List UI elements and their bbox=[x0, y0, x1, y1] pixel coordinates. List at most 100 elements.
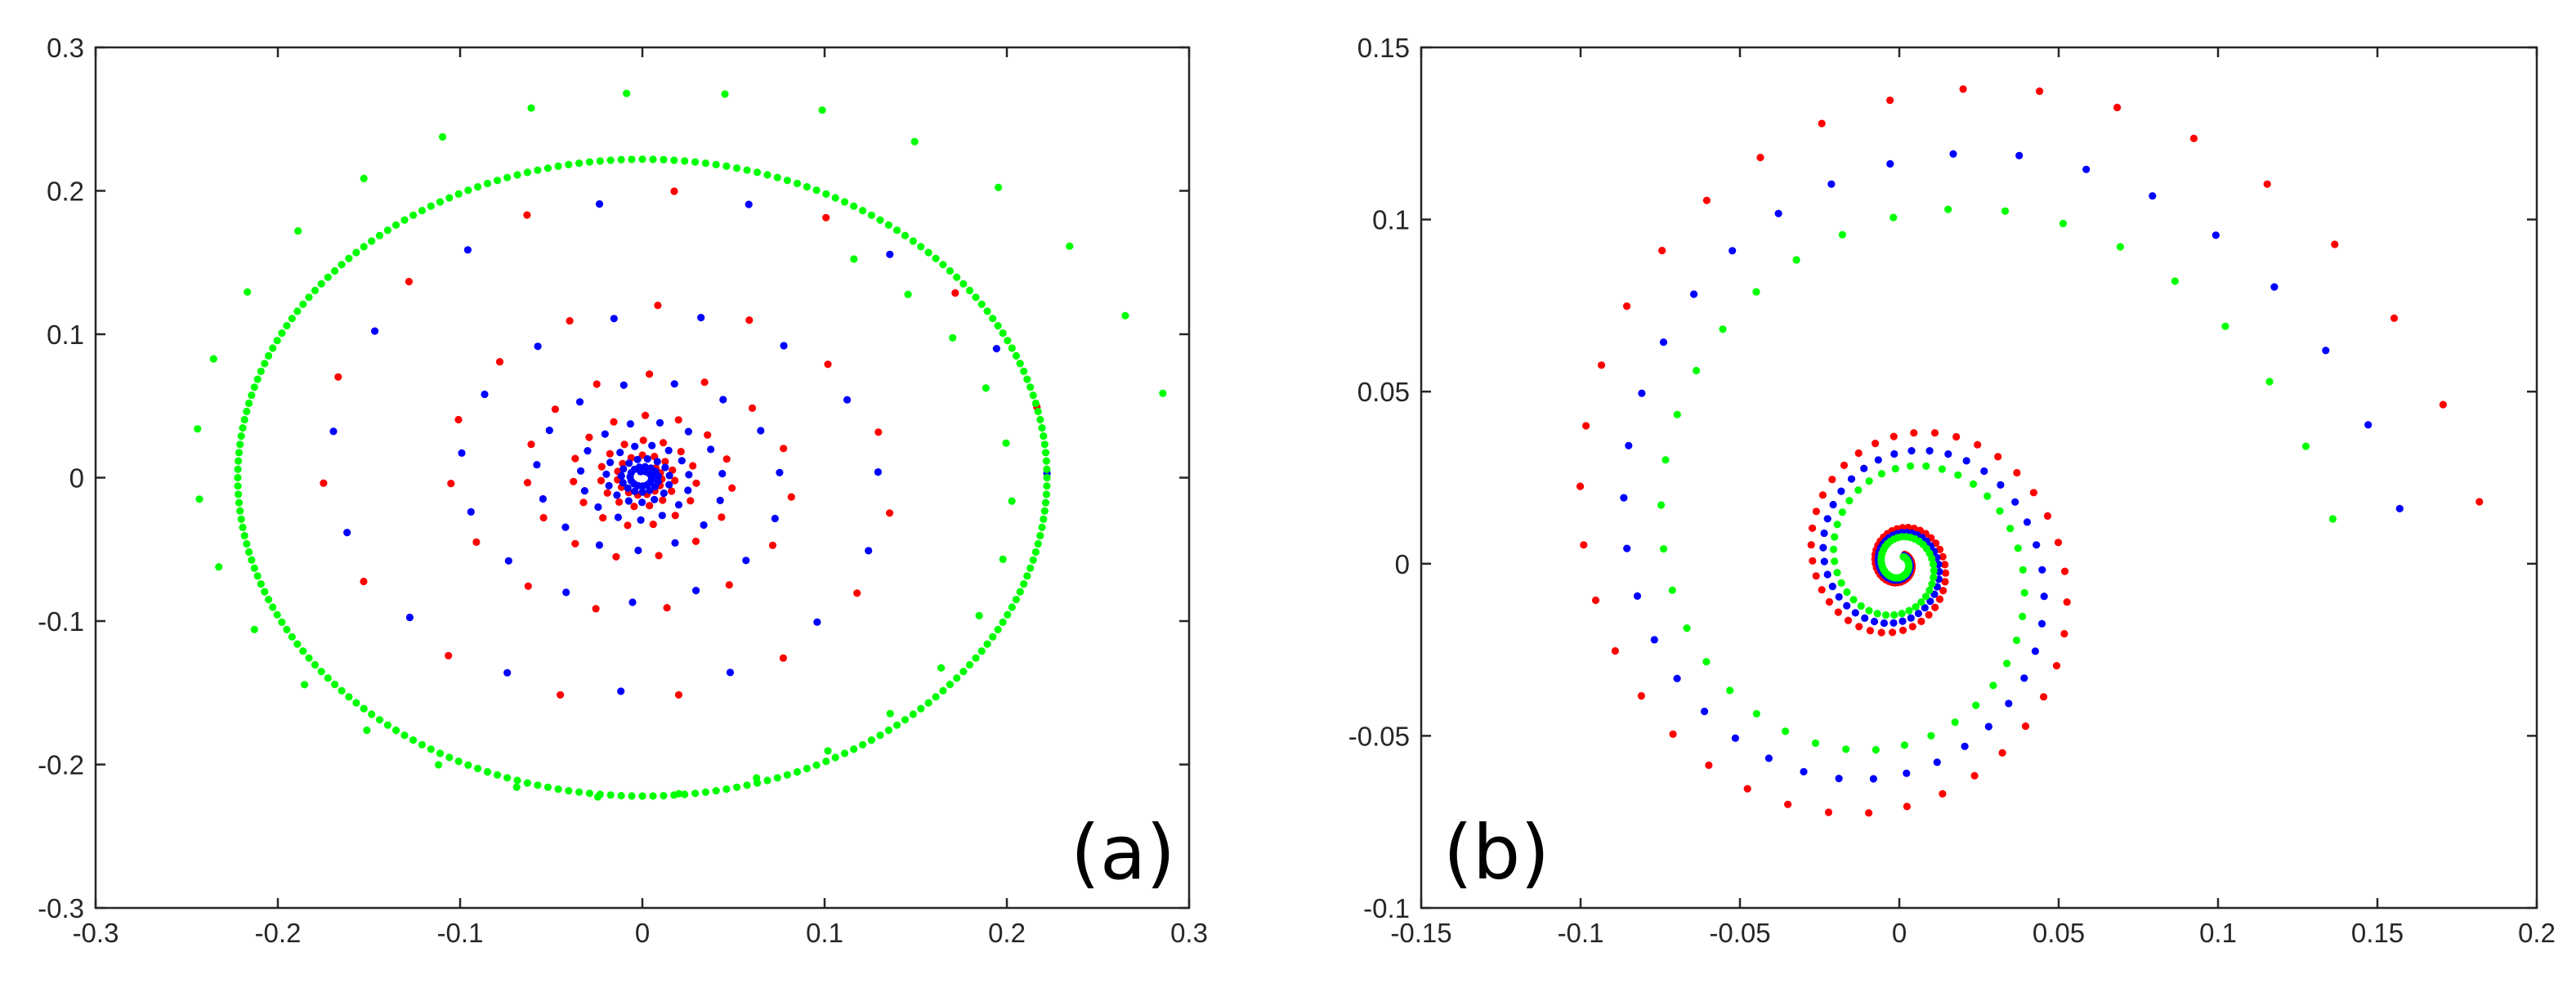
point-b-green-32 bbox=[1989, 682, 1997, 690]
y-tick-label-b-1: -0.05 bbox=[1348, 721, 1410, 751]
point-a-red-4 bbox=[523, 211, 531, 219]
point-b-red-40 bbox=[2029, 489, 2037, 497]
y-tick-label-a-0: -0.3 bbox=[38, 893, 84, 923]
point-b-green-30 bbox=[1951, 718, 1959, 727]
point-b-red-48 bbox=[1872, 440, 1880, 448]
point-b-red-32 bbox=[2021, 722, 2030, 731]
point-a-green-outer-34 bbox=[904, 290, 912, 298]
point-b-blue-35 bbox=[2037, 619, 2046, 628]
point-b-red-10 bbox=[1818, 119, 1826, 127]
x-tick-label-a-0: -0.3 bbox=[73, 918, 119, 948]
point-a-red-9 bbox=[445, 651, 453, 659]
point-a-green-orbit-33 bbox=[901, 231, 910, 239]
point-a-green-orbit-124 bbox=[236, 507, 244, 515]
point-b-blue-24 bbox=[1764, 754, 1773, 762]
point-b-blue-2 bbox=[2322, 347, 2330, 355]
point-a-green-orbit-172 bbox=[554, 785, 562, 794]
point-a-green-outer-33 bbox=[949, 333, 957, 342]
point-a-blue-41 bbox=[634, 546, 642, 555]
point-a-blue-77 bbox=[653, 458, 661, 466]
point-b-blue-66 bbox=[1898, 617, 1907, 625]
point-a-green-orbit-203 bbox=[867, 736, 875, 744]
point-a-green-outer-10 bbox=[360, 174, 368, 182]
point-a-green-orbit-225 bbox=[1012, 596, 1020, 604]
point-a-green-outer-35 bbox=[850, 255, 858, 263]
point-a-red-26 bbox=[663, 604, 671, 612]
point-a-red-71 bbox=[646, 502, 654, 510]
point-b-blue-34 bbox=[2031, 647, 2039, 655]
point-b-green-119 bbox=[1899, 552, 1907, 561]
point-b-green-51 bbox=[1845, 497, 1854, 505]
point-a-blue-89 bbox=[654, 477, 662, 485]
point-a-blue-75 bbox=[665, 472, 673, 480]
point-b-blue-65 bbox=[1890, 619, 1898, 627]
point-a-blue-6 bbox=[371, 327, 379, 335]
point-b-blue-39 bbox=[2023, 518, 2032, 526]
point-a-green-orbit-17 bbox=[1004, 337, 1012, 345]
point-b-red-38 bbox=[2054, 539, 2063, 547]
point-b-red-30 bbox=[1970, 771, 1979, 780]
point-a-green-orbit-100 bbox=[288, 315, 296, 323]
point-a-green-orbit-166 bbox=[494, 771, 502, 779]
point-a-green-orbit-5 bbox=[1040, 432, 1048, 440]
point-a-green-orbit-227 bbox=[1020, 580, 1028, 588]
point-a-red-36 bbox=[527, 440, 535, 449]
point-a-blue-55 bbox=[614, 513, 623, 521]
point-b-blue-7 bbox=[2015, 151, 2024, 159]
point-a-blue-57 bbox=[658, 512, 666, 520]
point-a-green-orbit-237 bbox=[1041, 499, 1050, 507]
point-b-blue-45 bbox=[1925, 447, 1934, 455]
point-a-blue-43 bbox=[700, 521, 708, 530]
point-b-green-41 bbox=[1983, 492, 1992, 500]
point-a-green-outer-29 bbox=[999, 555, 1007, 564]
x-tick-label-b-7: 0.2 bbox=[2518, 918, 2556, 948]
point-b-red-8 bbox=[1959, 85, 1967, 93]
point-a-red-16 bbox=[824, 360, 832, 369]
point-a-green-orbit-173 bbox=[565, 787, 573, 795]
point-b-green-21 bbox=[1702, 658, 1711, 666]
point-b-green-68 bbox=[1912, 603, 1920, 611]
point-a-red-69 bbox=[615, 498, 624, 507]
point-a-red-21 bbox=[454, 415, 463, 424]
point-a-green-orbit-48 bbox=[763, 171, 771, 179]
point-b-red-34 bbox=[2052, 662, 2061, 670]
point-a-green-orbit-6 bbox=[1038, 424, 1046, 432]
point-a-green-orbit-168 bbox=[513, 776, 521, 785]
point-a-green-outer-0 bbox=[1159, 389, 1167, 397]
point-b-blue-54 bbox=[1820, 529, 1828, 538]
point-b-red-31 bbox=[1998, 749, 2006, 757]
point-b-green-36 bbox=[2020, 588, 2028, 597]
point-b-red-53 bbox=[1812, 507, 1820, 516]
point-a-blue-76 bbox=[661, 463, 669, 472]
point-b-blue-37 bbox=[2038, 566, 2046, 574]
point-a-green-orbit-190 bbox=[743, 781, 751, 789]
point-b-red-17 bbox=[1576, 482, 1585, 490]
point-a-red-32 bbox=[700, 378, 709, 387]
point-b-green-23 bbox=[1752, 709, 1760, 718]
point-a-green-orbit-137 bbox=[273, 610, 281, 619]
point-a-red-67 bbox=[597, 476, 606, 485]
point-a-green-orbit-228 bbox=[1023, 572, 1031, 580]
point-b-blue-48 bbox=[1874, 456, 1882, 464]
point-a-red-59 bbox=[692, 479, 700, 487]
point-b-blue-9 bbox=[1886, 159, 1894, 168]
point-b-blue-20 bbox=[1650, 636, 1658, 644]
point-a-red-13 bbox=[853, 589, 861, 597]
point-a-red-23 bbox=[472, 538, 481, 547]
point-a-red-40 bbox=[612, 552, 620, 561]
point-a-blue-80 bbox=[625, 459, 633, 467]
point-b-blue-60 bbox=[1843, 601, 1851, 610]
point-a-red-29 bbox=[787, 493, 795, 501]
point-a-green-orbit-130 bbox=[248, 556, 256, 564]
point-a-blue-44 bbox=[716, 496, 724, 505]
point-a-green-orbit-188 bbox=[722, 785, 731, 794]
x-tick-label-a-6: 0.3 bbox=[1170, 918, 1208, 948]
point-a-red-2 bbox=[822, 213, 830, 221]
point-a-green-orbit-68 bbox=[554, 162, 562, 170]
point-a-green-orbit-1 bbox=[1043, 465, 1051, 473]
point-b-red-20 bbox=[1611, 646, 1619, 655]
point-a-green-orbit-103 bbox=[273, 337, 281, 345]
point-b-blue-69 bbox=[1921, 604, 1929, 612]
point-a-green-orbit-209 bbox=[917, 704, 925, 713]
